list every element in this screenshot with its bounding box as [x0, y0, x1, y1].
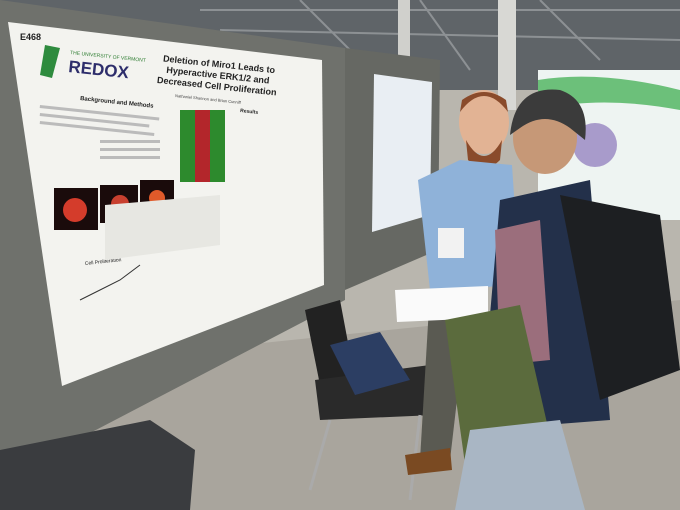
- heatmap-band: [195, 110, 210, 182]
- foreground-person: [0, 420, 195, 510]
- badge: [438, 228, 464, 258]
- chair-leg: [308, 419, 332, 491]
- figure-panel: [105, 195, 220, 260]
- cell: [63, 198, 87, 222]
- section-heading: Results: [240, 108, 259, 116]
- booklet: [395, 286, 488, 322]
- shoe: [405, 448, 452, 475]
- poster-authors: Nathaniel Shannon and Brian Cunniff: [175, 93, 242, 105]
- pillar: [498, 0, 516, 110]
- hair: [460, 92, 508, 112]
- beard: [466, 140, 502, 168]
- pillar: [398, 0, 410, 70]
- poster-logo-mark: [40, 45, 60, 78]
- jeans: [455, 420, 585, 510]
- hair: [510, 89, 586, 140]
- second-poster: [372, 74, 432, 232]
- backpack: [560, 195, 680, 400]
- chart-label: Cell Proliferation: [85, 257, 122, 267]
- poster-text-lines: [39, 105, 160, 159]
- figure-line: [79, 264, 141, 301]
- head: [459, 90, 509, 154]
- jacket-on-chair: [330, 332, 410, 395]
- poster-id: E468: [20, 32, 41, 42]
